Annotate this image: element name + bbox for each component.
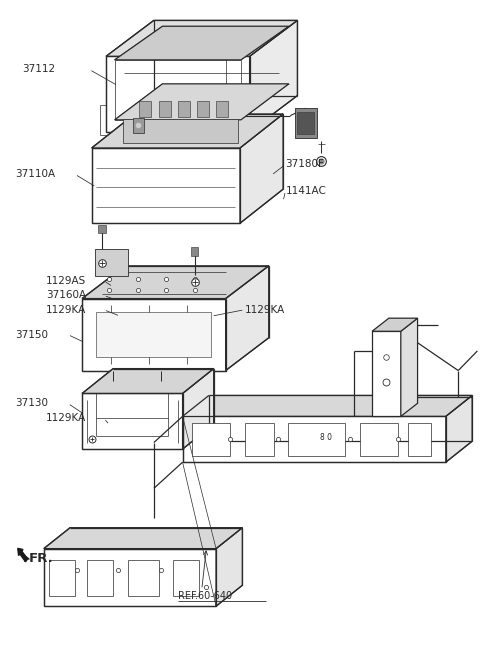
Polygon shape — [87, 560, 113, 596]
Text: 37150: 37150 — [15, 329, 48, 340]
Polygon shape — [245, 423, 274, 456]
Polygon shape — [182, 369, 214, 449]
Polygon shape — [216, 527, 242, 606]
Polygon shape — [123, 119, 238, 143]
Polygon shape — [44, 548, 216, 606]
Text: 37130: 37130 — [15, 398, 48, 408]
Polygon shape — [82, 369, 214, 394]
Polygon shape — [372, 331, 401, 417]
Text: 1129KA: 1129KA — [245, 304, 285, 315]
Polygon shape — [92, 148, 240, 223]
Polygon shape — [298, 112, 314, 134]
Polygon shape — [178, 101, 190, 117]
Polygon shape — [216, 101, 228, 117]
Polygon shape — [92, 114, 283, 148]
Polygon shape — [191, 247, 198, 256]
Polygon shape — [295, 108, 317, 138]
Polygon shape — [140, 101, 152, 117]
Polygon shape — [128, 560, 158, 596]
Text: 37110A: 37110A — [15, 169, 55, 179]
Polygon shape — [182, 396, 472, 417]
Polygon shape — [106, 56, 250, 132]
Polygon shape — [226, 266, 269, 371]
Polygon shape — [98, 224, 106, 233]
Polygon shape — [115, 84, 289, 120]
Text: 37112: 37112 — [22, 64, 55, 74]
Polygon shape — [44, 527, 242, 548]
Polygon shape — [82, 394, 182, 449]
Text: 1129KA: 1129KA — [46, 413, 86, 423]
Text: 1129KA: 1129KA — [46, 304, 86, 315]
Text: REF.60-640: REF.60-640 — [178, 592, 232, 602]
Polygon shape — [96, 312, 211, 358]
Polygon shape — [250, 20, 298, 132]
Polygon shape — [446, 396, 472, 462]
Text: 37180F: 37180F — [286, 159, 324, 169]
Text: 1141AC: 1141AC — [286, 186, 326, 195]
Polygon shape — [401, 318, 418, 417]
Polygon shape — [408, 423, 432, 456]
Polygon shape — [240, 114, 283, 223]
Polygon shape — [197, 101, 209, 117]
Text: 37160A: 37160A — [46, 290, 86, 300]
Polygon shape — [82, 266, 269, 298]
Polygon shape — [192, 423, 230, 456]
Text: 8 0: 8 0 — [320, 434, 332, 443]
Polygon shape — [360, 423, 398, 456]
Polygon shape — [133, 118, 144, 133]
Polygon shape — [82, 298, 226, 371]
Polygon shape — [95, 249, 129, 276]
Polygon shape — [158, 101, 170, 117]
Polygon shape — [372, 318, 418, 331]
FancyArrow shape — [18, 548, 27, 562]
Polygon shape — [48, 560, 75, 596]
Polygon shape — [288, 423, 345, 456]
Text: 1129AS: 1129AS — [46, 276, 86, 286]
Polygon shape — [106, 20, 298, 56]
Polygon shape — [182, 417, 446, 462]
Polygon shape — [115, 26, 289, 60]
Polygon shape — [173, 560, 199, 596]
Text: FR.: FR. — [28, 552, 53, 565]
